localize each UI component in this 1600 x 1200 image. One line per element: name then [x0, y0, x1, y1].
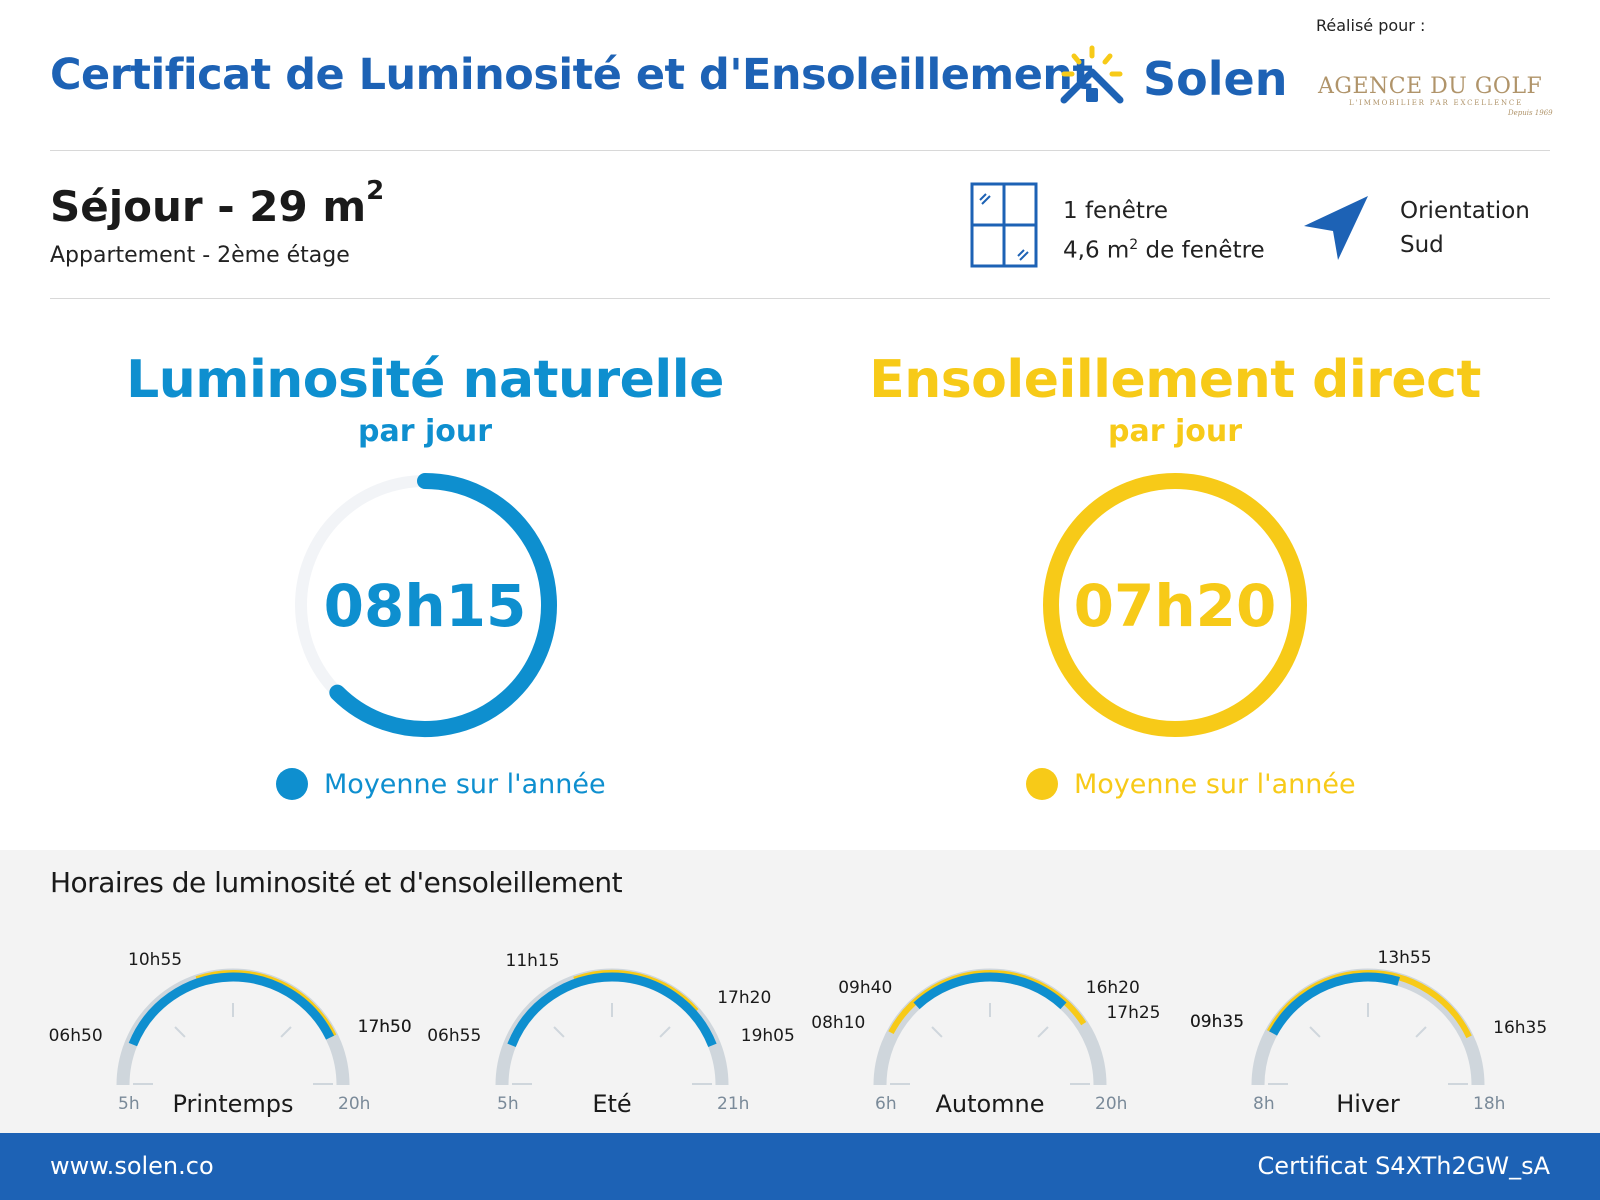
gauge-tick — [1415, 1026, 1427, 1038]
website-link[interactable]: www.solen.co — [50, 1152, 214, 1180]
window-icon — [970, 182, 1038, 268]
footer-bar — [0, 1133, 1600, 1200]
season-name: Eté — [592, 1090, 632, 1118]
room-title: Séjour - 29 m2 — [50, 176, 384, 231]
luminosity-gauge — [295, 473, 557, 737]
luminosity-value: 08h15 — [323, 572, 527, 640]
legend-text: Moyenne sur l'année — [324, 768, 606, 800]
luminosity-range — [507, 972, 717, 1047]
window-count: 1 fenêtre — [1063, 198, 1169, 224]
luminosity-start-time: 06h55 — [427, 1026, 482, 1047]
partner-logo: AGENCE DU GOLF — [1318, 74, 1543, 99]
luminosity-subtitle: par jour — [357, 414, 492, 449]
brand-name: Solen — [1143, 52, 1288, 106]
axis-end-label: 20h — [338, 1094, 371, 1114]
room-subtitle: Appartement - 2ème étage — [50, 243, 350, 268]
sunshine-end-time: 16h35 — [1493, 1018, 1548, 1039]
luminosity-legend: Moyenne sur l'année — [276, 768, 606, 800]
sunshine-start-time: 09h35 — [1189, 1012, 1245, 1033]
luminosity-range — [1269, 972, 1400, 1036]
divider — [50, 298, 1550, 299]
axis-end-label: 20h — [1095, 1094, 1128, 1114]
axis-start-label: 8h — [1253, 1094, 1275, 1114]
luminosity-end-time: 19h05 — [740, 1026, 795, 1047]
luminosity-start-time: 06h50 — [48, 1025, 103, 1046]
divider — [50, 150, 1550, 151]
axis-start-label: 5h — [118, 1094, 140, 1114]
sunshine-end-time: 17h20 — [717, 987, 772, 1008]
luminosity-start-time: 09h35 — [1189, 1012, 1245, 1033]
gauge-tick — [931, 1026, 943, 1038]
certificate-id: Certificat S4XTh2GW_sA — [1257, 1152, 1550, 1180]
partner-tagline: L'IMMOBILIER PAR EXCELLENCE — [1349, 99, 1523, 107]
luminosity-range — [913, 972, 1067, 1010]
sunshine-gauge — [1043, 473, 1307, 737]
luminosity-arc — [329, 473, 557, 737]
room-name: Séjour - 29 m — [50, 182, 367, 231]
season-name: Automne — [935, 1090, 1045, 1118]
axis-start-label: 5h — [497, 1094, 519, 1114]
luminosity-end-time: 17h50 — [357, 1017, 412, 1038]
sunshine-start-time: 10h55 — [128, 950, 183, 971]
gauge-tick — [659, 1026, 671, 1038]
orientation-arrow-icon — [1304, 196, 1368, 260]
gauge-tick — [1037, 1026, 1049, 1038]
gauge-tick — [553, 1026, 565, 1038]
legend-dot — [276, 768, 308, 800]
season-name: Hiver — [1336, 1090, 1400, 1118]
certificate-title: Certificat de Luminosité et d'Ensoleille… — [50, 50, 1093, 100]
season-track — [116, 968, 350, 1086]
sunshine-value: 07h20 — [1073, 572, 1277, 640]
sunshine-start-time: 08h10 — [811, 1013, 866, 1034]
axis-start-label: 6h — [875, 1094, 897, 1114]
orientation-value: Sud — [1400, 232, 1444, 258]
axis-end-label: 21h — [717, 1094, 750, 1114]
season-track — [1251, 968, 1485, 1086]
gauge-tick — [280, 1026, 292, 1038]
season-gauge — [116, 968, 350, 1086]
solen-logo-icon — [1060, 45, 1124, 104]
schedule-title: Horaires de luminosité et d'ensoleilleme… — [50, 866, 623, 899]
sunshine-start-time: 11h15 — [505, 950, 560, 971]
sunshine-title: Ensoleillement direct — [869, 350, 1481, 410]
window-area: 4,6 m2 de fenêtre — [1063, 237, 1265, 264]
season-track — [495, 968, 729, 1086]
gauge-tick — [1309, 1026, 1321, 1038]
legend-text: Moyenne sur l'année — [1074, 768, 1356, 800]
luminosity-range — [128, 972, 335, 1047]
room-area-exponent: 2 — [366, 176, 385, 206]
luminosity-end-time: 13h55 — [1377, 948, 1432, 969]
sunshine-end-time: 17h50 — [357, 1017, 412, 1038]
gauge-tick — [174, 1026, 186, 1038]
season-gauge — [495, 968, 729, 1086]
season-gauge — [1251, 968, 1485, 1086]
luminosity-start-time: 09h40 — [838, 978, 893, 999]
sunshine-subtitle: par jour — [1107, 414, 1242, 449]
season-name: Printemps — [172, 1090, 294, 1118]
axis-end-label: 18h — [1473, 1094, 1506, 1114]
luminosity-end-time: 16h20 — [1085, 978, 1140, 999]
sunshine-arc — [1043, 473, 1307, 737]
made-for-label: Réalisé pour : — [1316, 16, 1426, 35]
orientation-label: Orientation — [1400, 198, 1530, 224]
season-track — [873, 968, 1107, 1086]
orientation-info: Orientation Sud — [1400, 194, 1530, 262]
schedule-panel — [0, 850, 1600, 1133]
sunshine-end-time: 17h25 — [1106, 1002, 1161, 1023]
window-info: 1 fenêtre 4,6 m2 de fenêtre — [1063, 194, 1265, 268]
luminosity-title: Luminosité naturelle — [126, 350, 724, 410]
sunshine-legend: Moyenne sur l'année — [1026, 768, 1356, 800]
partner-since: Depuis 1969 — [1508, 109, 1553, 117]
legend-dot — [1026, 768, 1058, 800]
season-gauge — [873, 968, 1107, 1086]
